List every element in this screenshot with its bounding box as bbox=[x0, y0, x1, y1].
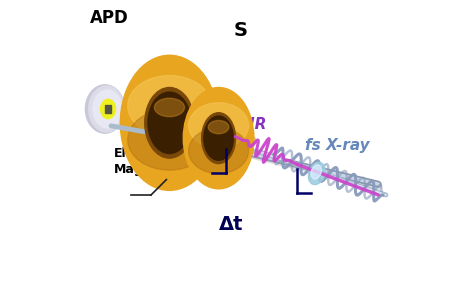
Ellipse shape bbox=[145, 87, 194, 158]
FancyBboxPatch shape bbox=[199, 111, 210, 167]
FancyBboxPatch shape bbox=[200, 115, 205, 164]
Ellipse shape bbox=[128, 76, 211, 136]
FancyBboxPatch shape bbox=[105, 105, 111, 113]
Text: fs IR: fs IR bbox=[228, 117, 266, 132]
Ellipse shape bbox=[89, 86, 124, 132]
Text: fs X-ray: fs X-ray bbox=[304, 138, 369, 153]
Ellipse shape bbox=[120, 55, 219, 190]
Ellipse shape bbox=[155, 98, 184, 117]
Ellipse shape bbox=[128, 109, 211, 170]
Ellipse shape bbox=[85, 85, 125, 133]
Text: Δt: Δt bbox=[219, 215, 243, 234]
Ellipse shape bbox=[311, 165, 321, 179]
FancyBboxPatch shape bbox=[201, 112, 212, 170]
Ellipse shape bbox=[208, 120, 229, 134]
Ellipse shape bbox=[201, 113, 236, 164]
Text: Electro-
Magnet: Electro- Magnet bbox=[114, 147, 168, 176]
Ellipse shape bbox=[100, 99, 116, 119]
Ellipse shape bbox=[189, 128, 248, 174]
Ellipse shape bbox=[184, 129, 256, 154]
Ellipse shape bbox=[93, 90, 122, 128]
Text: APD: APD bbox=[90, 9, 128, 27]
Text: S: S bbox=[234, 21, 248, 41]
Ellipse shape bbox=[309, 162, 325, 185]
Ellipse shape bbox=[204, 116, 233, 160]
Ellipse shape bbox=[183, 87, 254, 189]
Ellipse shape bbox=[121, 109, 221, 143]
Ellipse shape bbox=[189, 103, 248, 148]
Ellipse shape bbox=[148, 92, 191, 154]
